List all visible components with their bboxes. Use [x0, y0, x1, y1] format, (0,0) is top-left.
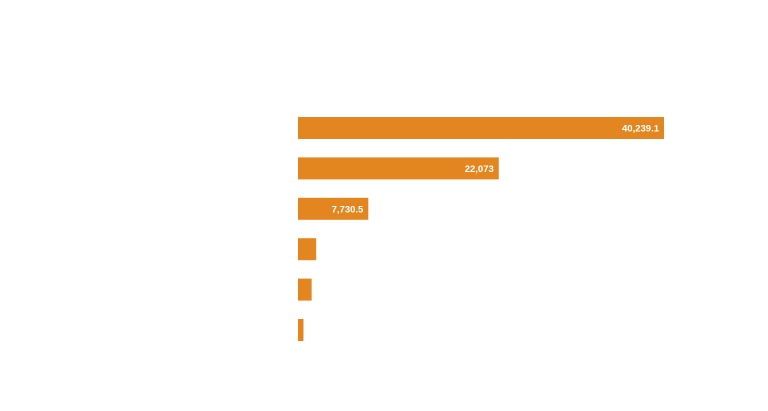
bar-6 — [298, 319, 304, 341]
bar-5 — [298, 278, 312, 301]
bars-group — [298, 117, 664, 341]
bar-value-label-3: 7,730.5 — [332, 204, 364, 215]
bar-2 — [298, 157, 499, 180]
bar-value-label-1: 40,239.1 — [622, 124, 660, 135]
bar-3 — [298, 197, 369, 220]
bar-value-label-2: 22,073 — [465, 164, 494, 175]
bar-4 — [298, 238, 317, 261]
data-labels-group: 40,239.1 22,073 7,730.5 — [332, 124, 660, 216]
bar-1 — [298, 117, 664, 139]
